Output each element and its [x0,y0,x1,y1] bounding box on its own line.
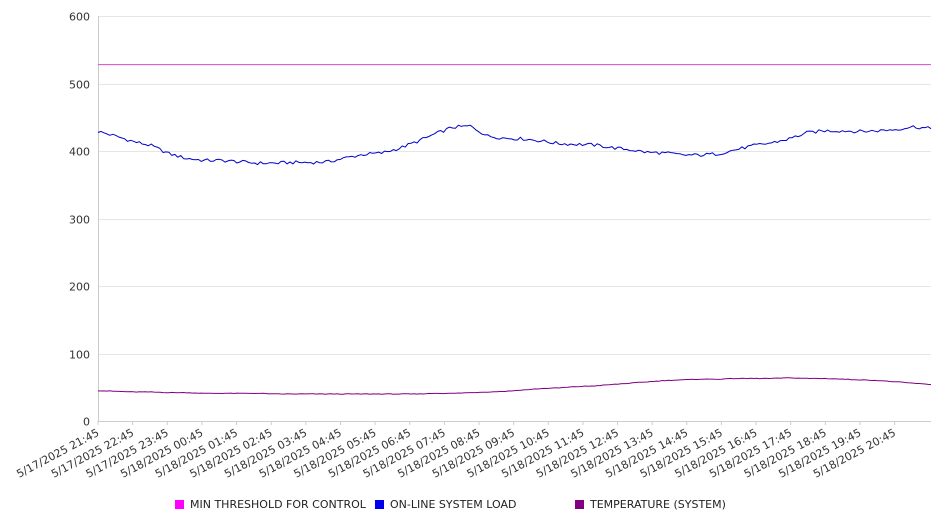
legend-label-temperature: TEMPERATURE (SYSTEM) [590,498,726,511]
series-line-2 [97,377,932,395]
y-tick-label: 600 [69,11,90,24]
legend-label-online-load: ON-LINE SYSTEM LOAD [390,498,517,511]
legend-item-online-load[interactable]: ON-LINE SYSTEM LOAD [375,498,516,511]
legend-swatch-online-load [375,500,384,509]
legend-item-temperature[interactable]: TEMPERATURE (SYSTEM) [575,498,726,511]
grid-lines [98,16,931,355]
y-tick-label: 500 [69,79,90,92]
y-tick-label: 0 [83,416,90,429]
legend: MIN THRESHOLD FOR CONTROL ON-LINE SYSTEM… [0,498,946,514]
series-lines [97,64,932,395]
axes [97,16,931,425]
y-tick-label: 200 [69,281,90,294]
x-tick-labels: 5/17/2025 21:455/17/2025 22:455/17/2025 … [14,426,898,480]
y-tick-label: 400 [69,146,90,159]
y-tick-label: 300 [69,214,90,227]
legend-swatch-temperature [575,500,584,509]
y-tick-label: 100 [69,349,90,362]
y-tick-labels: 0 100 200 300 400 500 600 [69,11,90,429]
legend-swatch-min-threshold [175,500,184,509]
series-line-1 [97,124,932,166]
legend-item-min-threshold[interactable]: MIN THRESHOLD FOR CONTROL [175,498,366,511]
legend-label-min-threshold: MIN THRESHOLD FOR CONTROL [190,498,366,511]
